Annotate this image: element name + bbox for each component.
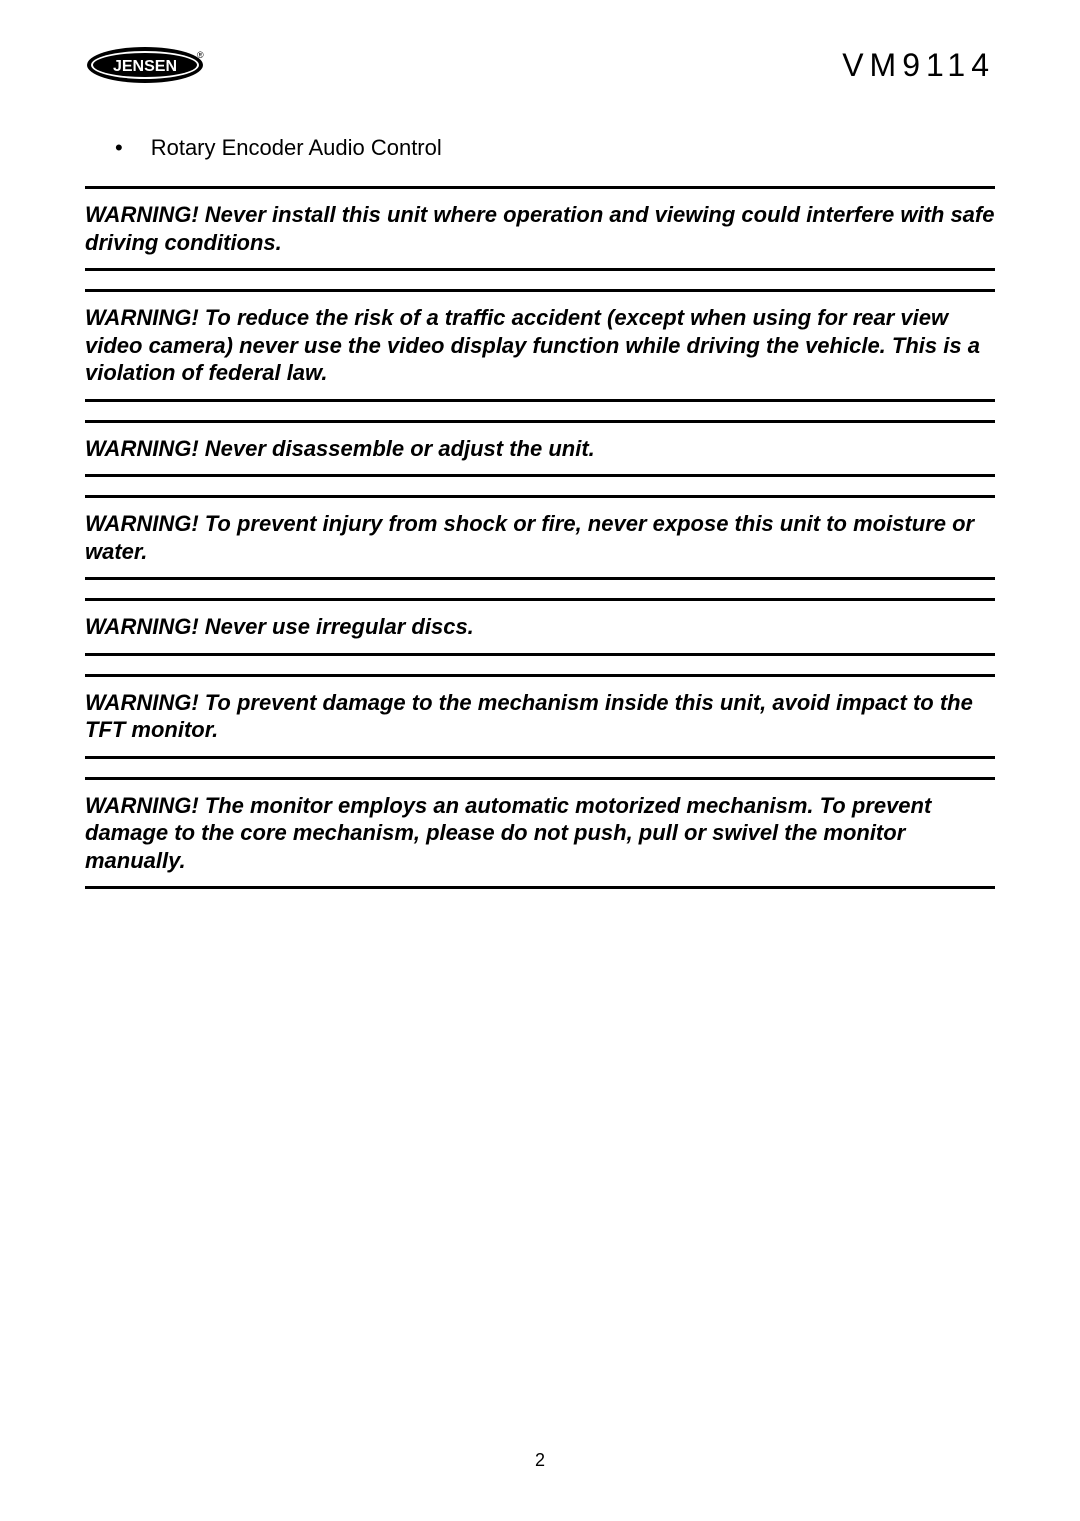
warning-text: WARNING! To reduce the risk of a traffic… (85, 304, 995, 387)
svg-text:JENSEN: JENSEN (113, 58, 177, 75)
warning-block: WARNING! The monitor employs an automati… (85, 777, 995, 890)
warning-block: WARNING! Never disassemble or adjust the… (85, 420, 995, 478)
page-header: JENSEN ® VM9114 (85, 45, 995, 85)
svg-text:®: ® (197, 50, 204, 60)
warning-text: WARNING! Never install this unit where o… (85, 201, 995, 256)
warning-text: WARNING! Never use irregular discs. (85, 613, 995, 641)
bullet-text: Rotary Encoder Audio Control (151, 135, 442, 161)
model-number: VM9114 (842, 47, 995, 84)
warning-block: WARNING! To prevent injury from shock or… (85, 495, 995, 580)
warning-text: WARNING! To prevent damage to the mechan… (85, 689, 995, 744)
page-number: 2 (535, 1450, 545, 1471)
warning-text: WARNING! The monitor employs an automati… (85, 792, 995, 875)
warning-text: WARNING! To prevent injury from shock or… (85, 510, 995, 565)
warning-block: WARNING! Never use irregular discs. (85, 598, 995, 656)
warning-block: WARNING! Never install this unit where o… (85, 186, 995, 271)
warning-block: WARNING! To prevent damage to the mechan… (85, 674, 995, 759)
bullet-marker: • (115, 135, 123, 161)
document-page: JENSEN ® VM9114 • Rotary Encoder Audio C… (0, 0, 1080, 1521)
warning-block: WARNING! To reduce the risk of a traffic… (85, 289, 995, 402)
warning-text: WARNING! Never disassemble or adjust the… (85, 435, 995, 463)
brand-logo: JENSEN ® (85, 45, 205, 85)
bullet-list-item: • Rotary Encoder Audio Control (115, 135, 995, 161)
